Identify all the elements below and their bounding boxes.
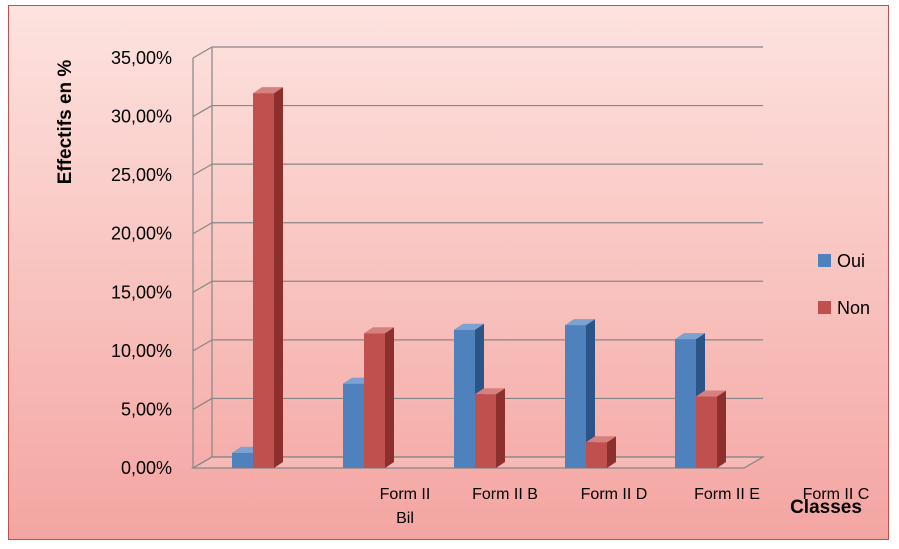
bar-top — [696, 390, 726, 397]
bar-front — [475, 394, 496, 468]
gridline-left — [192, 397, 213, 410]
legend-swatch-non — [818, 301, 831, 314]
bar-front — [232, 452, 253, 468]
bar-top — [565, 319, 595, 326]
x-category-label: Form II B — [472, 486, 538, 503]
bar-top — [364, 327, 394, 334]
y-axis-ticks: 0,00% 5,00% 10,00% 15,00% 20,00% 25,00% 30,00%… — [111, 48, 172, 478]
bar-side — [586, 319, 595, 468]
bar-top — [475, 388, 505, 395]
bar-top — [253, 87, 283, 94]
bar-front — [454, 329, 475, 468]
bar-non — [586, 436, 616, 468]
bar-front — [565, 325, 586, 468]
bar-non — [475, 388, 505, 468]
legend: Oui Non — [818, 251, 870, 318]
x-category-label: Bil — [396, 510, 414, 527]
y-tick-label: 5,00% — [121, 399, 172, 419]
y-tick-label: 35,00% — [111, 48, 172, 68]
bar-front — [675, 339, 696, 468]
y-axis-title: Effectifs en % — [55, 60, 76, 185]
bar-front — [253, 93, 274, 469]
bar-front — [343, 383, 364, 468]
bar-front — [696, 396, 717, 468]
bar-side — [385, 327, 394, 468]
gridline-left — [192, 46, 213, 59]
y-tick-label: 20,00% — [111, 224, 172, 244]
legend-label-non: Non — [837, 298, 870, 318]
bar-side — [496, 388, 505, 468]
gridline-left — [192, 163, 213, 176]
x-category-label: Form II — [380, 486, 431, 503]
bar-non — [696, 390, 726, 468]
chart-area — [8, 5, 889, 540]
bar-front — [586, 442, 607, 468]
gridline-left — [192, 105, 213, 118]
bars — [232, 87, 726, 469]
y-tick-label: 15,00% — [111, 282, 172, 302]
legend-label-oui: Oui — [837, 251, 865, 271]
bar-top — [675, 333, 705, 340]
x-axis-title: Classes — [790, 497, 862, 518]
x-category-label: Form II D — [581, 486, 648, 503]
x-category-label: Form II E — [694, 486, 760, 503]
y-tick-label: 30,00% — [111, 107, 172, 127]
bar-front — [364, 333, 385, 468]
bar-top — [586, 436, 616, 443]
gridline-left — [192, 222, 213, 235]
bar-top — [454, 323, 484, 330]
y-tick-label: 10,00% — [111, 341, 172, 361]
x-axis-categories: Form II Bil Form II B Form II D Form II E For… — [380, 486, 870, 527]
gridline-left — [192, 339, 213, 352]
y-tick-label: 0,00% — [121, 458, 172, 478]
x-category-label: Form II C — [803, 486, 870, 503]
bar-oui — [565, 319, 595, 468]
bar-non — [364, 327, 394, 468]
bar-side — [607, 436, 616, 468]
y-tick-label: 25,00% — [111, 165, 172, 185]
bar-side — [717, 390, 726, 468]
bar-side — [274, 87, 283, 469]
gridline-left — [192, 280, 213, 293]
bar-non — [253, 87, 283, 469]
legend-swatch-oui — [818, 254, 831, 267]
